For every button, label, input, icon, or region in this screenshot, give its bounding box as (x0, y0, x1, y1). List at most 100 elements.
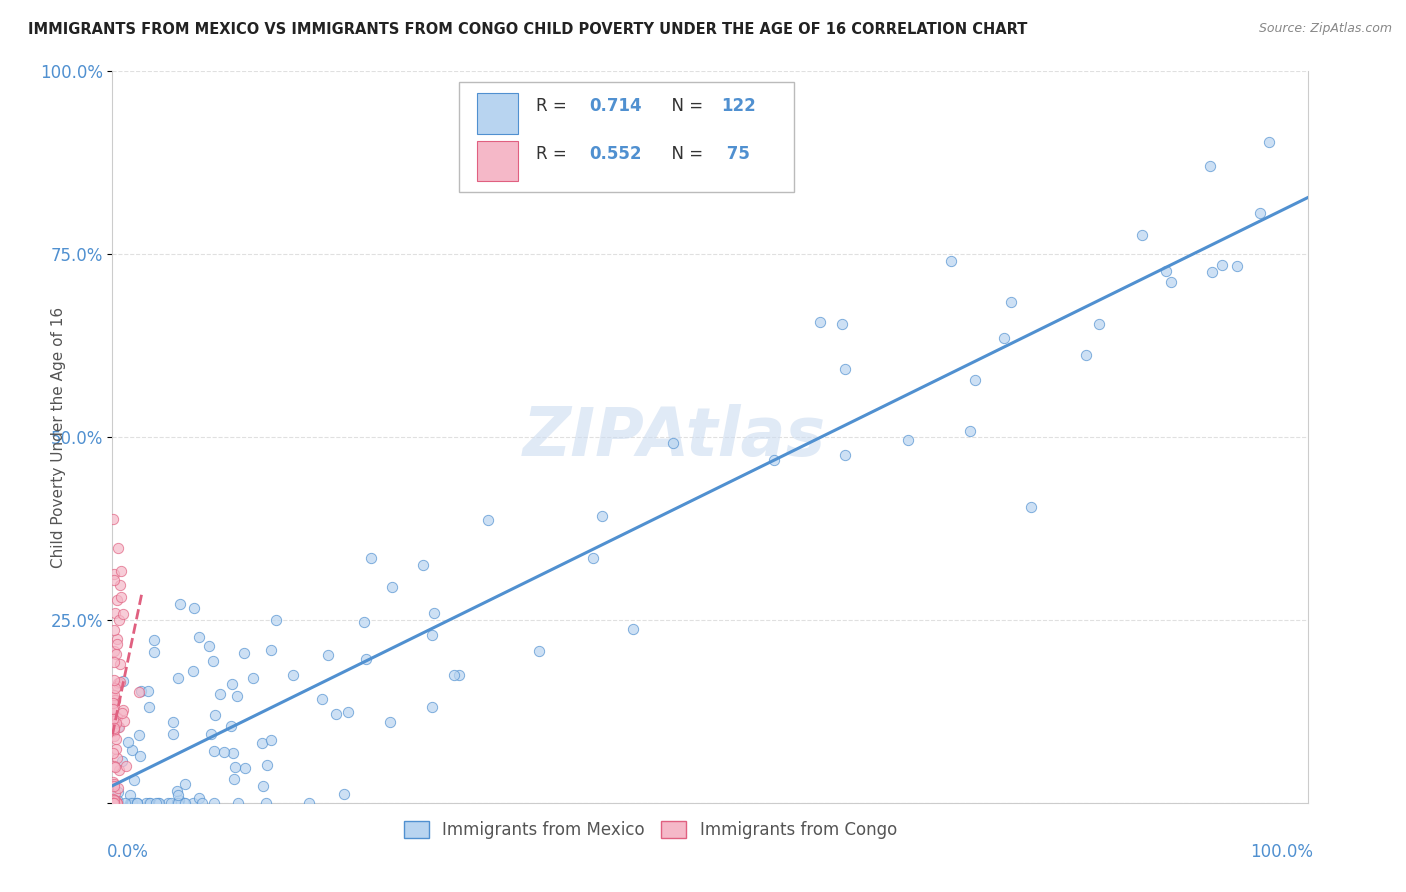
Point (252, 779, 274, 793)
Point (110, 657, 132, 671)
Point (105, 710, 128, 724)
Point (380, 714, 402, 729)
Point (897, 433, 920, 447)
Point (103, 776, 125, 790)
Point (110, 590, 132, 604)
Point (148, 796, 170, 810)
Point (104, 681, 127, 695)
Point (103, 786, 125, 800)
Point (103, 655, 125, 669)
Point (101, 796, 124, 810)
Text: R =: R = (536, 145, 572, 163)
Point (101, 796, 124, 810)
Point (114, 796, 136, 810)
Point (264, 614, 287, 628)
Point (104, 742, 127, 756)
Point (103, 673, 125, 687)
FancyBboxPatch shape (458, 82, 794, 192)
Point (138, 700, 160, 714)
Point (219, 719, 242, 733)
Text: Source: ZipAtlas.com: Source: ZipAtlas.com (1258, 22, 1392, 36)
Point (222, 746, 245, 760)
Legend: Immigrants from Mexico, Immigrants from Congo: Immigrants from Mexico, Immigrants from … (396, 814, 904, 846)
Point (103, 796, 125, 810)
Point (103, 793, 125, 807)
Point (125, 796, 148, 810)
Point (110, 675, 132, 690)
Point (174, 777, 197, 791)
Point (103, 796, 125, 810)
Point (101, 796, 124, 810)
Point (101, 690, 124, 704)
Point (156, 796, 179, 810)
Point (114, 759, 136, 773)
Point (107, 720, 129, 734)
Point (200, 727, 222, 741)
Point (146, 796, 169, 810)
Point (333, 787, 356, 801)
Point (191, 796, 214, 810)
Point (337, 705, 360, 719)
Point (212, 745, 235, 759)
Point (105, 751, 128, 765)
Point (325, 707, 347, 722)
Text: 122: 122 (721, 97, 755, 115)
Point (104, 796, 127, 810)
Point (103, 512, 125, 526)
Point (226, 689, 249, 703)
Point (160, 796, 183, 810)
Point (105, 679, 128, 693)
Point (808, 315, 831, 329)
Point (298, 796, 321, 810)
Point (477, 513, 499, 527)
Point (1076, 348, 1098, 362)
Point (103, 723, 125, 737)
Point (166, 796, 188, 810)
Bar (477, 141, 517, 181)
Point (959, 425, 981, 439)
Point (107, 541, 129, 556)
Point (582, 551, 605, 566)
Point (103, 721, 125, 735)
Point (202, 796, 225, 810)
Point (103, 688, 125, 702)
Point (128, 728, 150, 742)
Point (135, 796, 157, 810)
Point (993, 331, 1015, 345)
Text: N =: N = (661, 97, 709, 115)
Point (166, 784, 188, 798)
Point (105, 593, 128, 607)
Point (105, 796, 128, 810)
Point (202, 744, 225, 758)
Point (129, 749, 152, 764)
Point (101, 705, 124, 719)
Point (354, 652, 377, 666)
Point (103, 700, 125, 714)
Point (117, 735, 139, 749)
Point (1088, 317, 1111, 331)
Point (103, 796, 125, 810)
Point (107, 632, 129, 647)
Point (112, 674, 135, 689)
Text: 100.0%: 100.0% (1250, 843, 1313, 861)
Point (181, 796, 204, 810)
Point (104, 760, 127, 774)
Point (103, 712, 125, 726)
Point (103, 796, 125, 810)
Point (111, 703, 134, 717)
Text: 0.552: 0.552 (589, 145, 641, 163)
Point (101, 696, 124, 710)
Bar (477, 94, 517, 134)
Point (110, 706, 132, 721)
Point (834, 361, 856, 376)
Point (939, 254, 962, 268)
Point (204, 708, 226, 723)
Point (443, 667, 465, 681)
Point (129, 684, 152, 698)
Point (197, 640, 219, 654)
Point (181, 664, 204, 678)
Text: IMMIGRANTS FROM MEXICO VS IMMIGRANTS FROM CONGO CHILD POVERTY UNDER THE AGE OF 1: IMMIGRANTS FROM MEXICO VS IMMIGRANTS FRO… (28, 22, 1028, 37)
Point (226, 796, 249, 810)
Text: Child Poverty Under the Age of 16: Child Poverty Under the Age of 16 (51, 307, 66, 567)
Point (107, 794, 129, 808)
